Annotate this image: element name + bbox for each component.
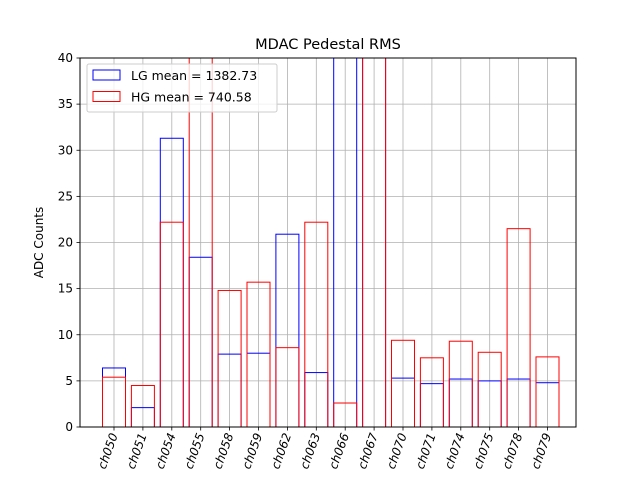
legend-box [86, 63, 278, 113]
y-tick-label: 35 [58, 97, 73, 111]
legend-label: HG mean = 740.58 [131, 90, 252, 105]
y-axis: 0 5 10 15 20 25 30 35 40 [58, 51, 80, 434]
y-tick-label: 25 [58, 189, 73, 203]
y-tick-label: 0 [65, 420, 73, 434]
legend-label: LG mean = 1382.73 [131, 68, 257, 83]
y-tick-label: 5 [65, 374, 73, 388]
legend: LG mean = 1382.73 HG mean = 740.58 [86, 63, 278, 113]
y-tick-label: 15 [58, 282, 73, 296]
y-tick-label: 40 [58, 51, 73, 65]
legend-swatch [92, 91, 121, 102]
y-tick-label: 30 [58, 143, 73, 157]
y-axis-label: ADC Counts [32, 207, 46, 279]
y-tick-label: 20 [58, 236, 73, 250]
legend-swatch [92, 69, 121, 81]
y-tick-label: 10 [58, 328, 73, 342]
chart-title: MDAC Pedestal RMS [255, 37, 401, 53]
